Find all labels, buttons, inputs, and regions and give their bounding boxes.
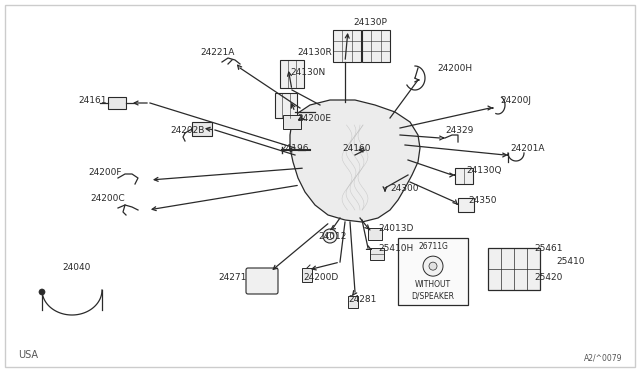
Text: 24130Q: 24130Q [466,166,502,174]
Text: 25410H: 25410H [378,244,413,253]
Bar [302,268,312,282]
Text: 24040: 24040 [62,263,90,273]
Text: 26711G: 26711G [418,241,448,250]
Text: 24271: 24271 [218,273,246,282]
Text: 24202B: 24202B [170,125,204,135]
Text: 24200H: 24200H [437,64,472,73]
Text: 24300: 24300 [390,183,419,192]
Circle shape [39,289,45,295]
Bar [368,228,382,240]
Bar [488,248,540,290]
Text: 24012: 24012 [318,231,346,241]
Text: 24350: 24350 [468,196,497,205]
Text: 24130N: 24130N [290,67,325,77]
Text: 24200C: 24200C [90,193,125,202]
Text: 24200F: 24200F [88,167,122,176]
Text: 24200E: 24200E [297,113,331,122]
Bar [333,30,361,62]
Bar [280,60,304,88]
Text: 24130R: 24130R [297,48,332,57]
Bar [458,198,474,212]
Bar [192,122,212,136]
Text: 25410: 25410 [556,257,584,266]
Text: USA: USA [18,350,38,360]
Ellipse shape [326,232,333,240]
Circle shape [423,256,443,276]
Text: 24160: 24160 [342,144,371,153]
Bar [362,30,390,62]
Text: 24013D: 24013D [378,224,413,232]
Text: 24200J: 24200J [500,96,531,105]
Text: 24201A: 24201A [510,144,545,153]
Text: 24329: 24329 [445,125,474,135]
Bar [455,168,473,184]
Text: 24200D: 24200D [303,273,339,282]
Ellipse shape [323,229,337,243]
Text: 24196: 24196 [280,144,308,153]
Text: 24130P: 24130P [353,17,387,26]
FancyBboxPatch shape [246,268,278,294]
Text: 25420: 25420 [534,273,563,282]
Circle shape [429,262,437,270]
Text: 24281: 24281 [348,295,376,305]
Text: A2/^0079: A2/^0079 [584,353,622,362]
Text: WITHOUT
D/SPEAKER: WITHOUT D/SPEAKER [412,280,454,300]
Polygon shape [290,100,420,222]
Bar [348,296,358,308]
Text: 24161: 24161 [78,96,106,105]
Text: 25461: 25461 [534,244,563,253]
Bar [398,238,468,305]
Bar [108,97,126,109]
Bar [370,248,384,260]
Text: 24221A: 24221A [201,48,235,57]
Bar [283,115,301,129]
Bar [275,93,297,118]
